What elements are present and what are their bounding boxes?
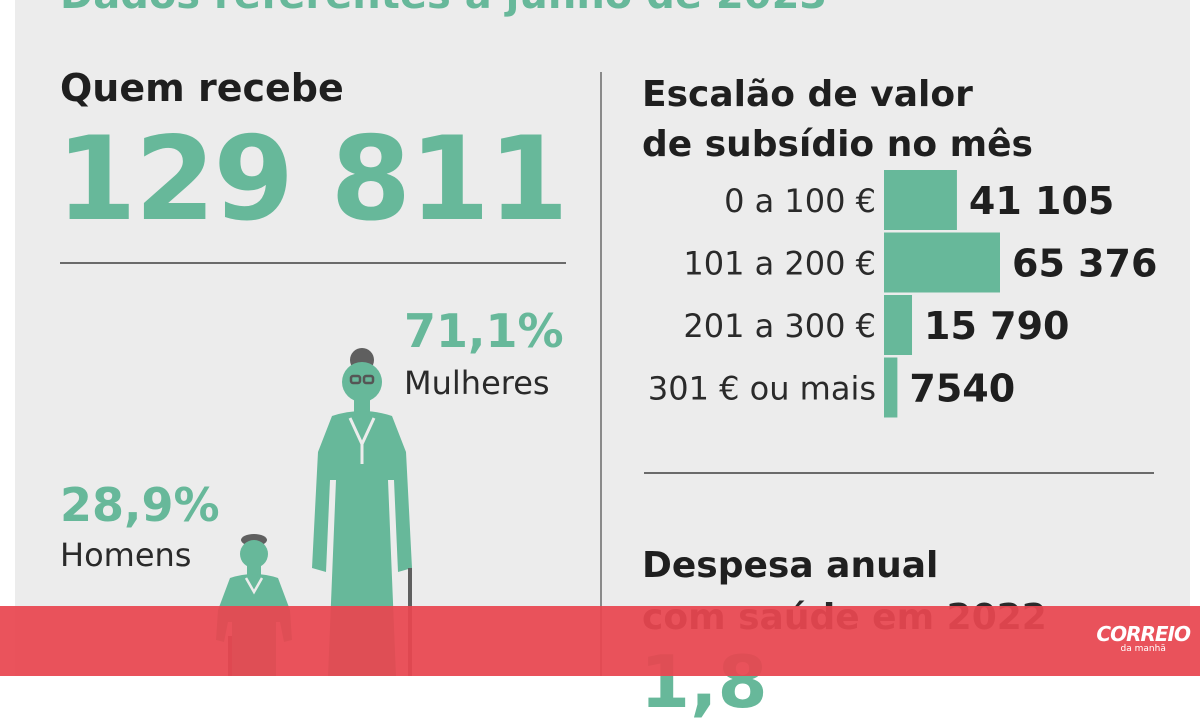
logo-wordmark: CORREIO <box>1096 622 1191 646</box>
infographic-panel <box>15 0 1190 676</box>
men-label: Homens <box>60 536 192 574</box>
chart-title-line-2: de subsídio no mês <box>642 124 1033 165</box>
bar-category-label: 201 a 300 € <box>683 307 876 345</box>
recipients-total: 129 811 <box>56 112 569 247</box>
header-title: Dados referentes a junho de 2023 <box>60 0 827 18</box>
expense-title-line-1: Despesa anual <box>642 545 939 586</box>
bar-value-label: 41 105 <box>969 179 1114 223</box>
subsidy-bar-chart: 0 a 100 € 41 105 101 a 200 € 65 376 201 a 30… <box>648 170 1157 418</box>
women-label: Mulheres <box>404 364 550 402</box>
right-divider <box>644 472 1154 474</box>
bar-category-label: 0 a 100 € <box>724 182 876 220</box>
bar-category-label: 101 a 200 € <box>683 245 876 283</box>
brand-logo[interactable]: CORREIO da manhã <box>1096 622 1191 654</box>
bar-value-label: 65 376 <box>1012 242 1157 286</box>
bar <box>884 170 957 230</box>
bar-value-label: 15 790 <box>924 304 1069 348</box>
chart-title: Escalão de valor de subsídio no mês <box>642 70 1033 170</box>
bar-category-label: 301 € ou mais <box>648 370 876 408</box>
red-banner-overlay: CORREIO da manhã <box>0 606 1200 676</box>
women-percentage: 71,1% <box>404 304 564 358</box>
column-divider <box>600 72 602 676</box>
bar-value-label: 7540 <box>909 367 1015 411</box>
left-divider <box>60 262 566 264</box>
bar <box>884 295 913 355</box>
bar <box>884 232 1000 293</box>
chart-title-line-1: Escalão de valor <box>642 74 973 115</box>
bar <box>884 357 898 418</box>
logo-tagline: da manhã <box>1120 644 1166 654</box>
recipients-title: Quem recebe <box>60 66 344 110</box>
men-percentage: 28,9% <box>60 478 220 532</box>
